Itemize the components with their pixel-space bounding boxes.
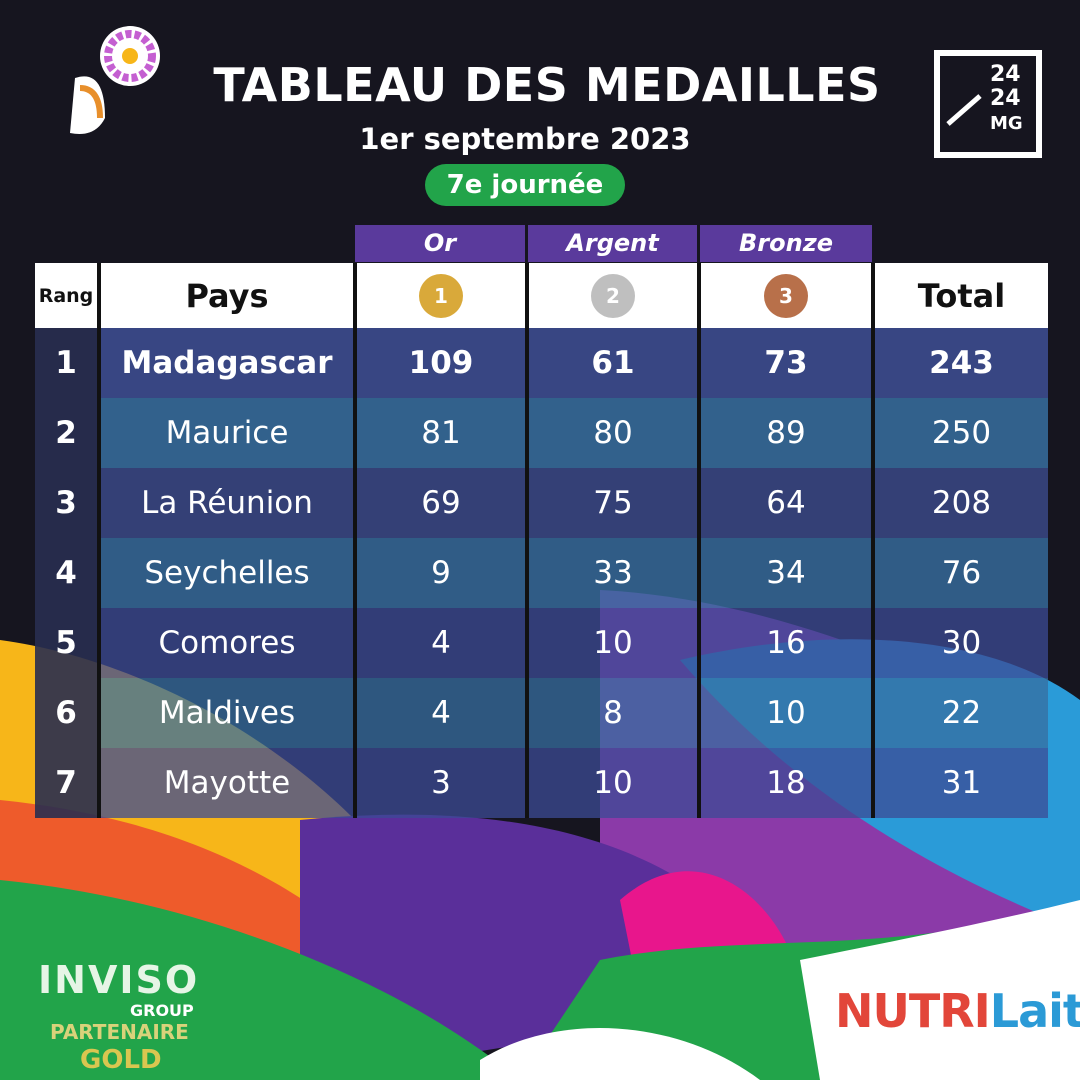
- gold-cell: 9: [353, 538, 529, 608]
- gold-cell: 109: [353, 328, 529, 398]
- country-cell: Mayotte: [97, 748, 357, 818]
- logo-text: 24: [990, 86, 1021, 111]
- partner-label: PARTENAIRE: [50, 1020, 189, 1044]
- inviso-logo: INVISO: [38, 958, 200, 1002]
- bronze-cell: 16: [697, 608, 875, 678]
- gold-medal-icon: 1: [419, 274, 463, 318]
- gold-cell: 81: [353, 398, 529, 468]
- gold-label: GOLD: [80, 1045, 162, 1075]
- gold-cell: 69: [353, 468, 529, 538]
- table-row: 3 La Réunion 69 75 64 208: [35, 468, 1048, 538]
- country-cell: Maldives: [97, 678, 357, 748]
- rank-cell: 7: [35, 748, 101, 818]
- bronze-cell: 10: [697, 678, 875, 748]
- medal-table: Rang Pays 1 2 3 Total 1 Madagascar 109 61 73…: [35, 263, 1048, 818]
- rank-cell: 4: [35, 538, 101, 608]
- table-row: 1 Madagascar 109 61 73 243: [35, 328, 1048, 398]
- nutri-text: NUTRI: [835, 984, 991, 1038]
- date: 1er septembre 2023: [359, 122, 691, 156]
- header-country: Pays: [97, 263, 357, 328]
- total-cell: 22: [871, 678, 1048, 748]
- nutrilait-logo: NUTRILait: [835, 985, 1080, 1037]
- rank-cell: 2: [35, 398, 101, 468]
- table-row: 7 Mayotte 3 10 18 31: [35, 748, 1048, 818]
- total-cell: 243: [871, 328, 1048, 398]
- total-cell: 76: [871, 538, 1048, 608]
- logo-text: 24: [990, 62, 1021, 87]
- gold-cell: 3: [353, 748, 529, 818]
- bronze-cell: 34: [697, 538, 875, 608]
- games-logo: [55, 18, 165, 158]
- silver-cell: 80: [525, 398, 701, 468]
- silver-cell: 61: [525, 328, 701, 398]
- total-cell: 208: [871, 468, 1048, 538]
- table-row: 6 Maldives 4 8 10 22: [35, 678, 1048, 748]
- gold-cell: 4: [353, 678, 529, 748]
- rank-cell: 6: [35, 678, 101, 748]
- rank-cell: 1: [35, 328, 101, 398]
- total-cell: 31: [871, 748, 1048, 818]
- total-cell: 250: [871, 398, 1048, 468]
- rank-cell: 3: [35, 468, 101, 538]
- day-badge: 7e journée: [425, 164, 625, 206]
- tab-bronze: Bronze: [700, 225, 872, 262]
- inviso-group: GROUP: [130, 1001, 194, 1020]
- country-cell: La Réunion: [97, 468, 357, 538]
- country-cell: Seychelles: [97, 538, 357, 608]
- rank-cell: 5: [35, 608, 101, 678]
- gold-cell: 4: [353, 608, 529, 678]
- header-rank: Rang: [35, 263, 101, 328]
- country-cell: Comores: [97, 608, 357, 678]
- bronze-medal-icon: 3: [764, 274, 808, 318]
- page-title: TABLEAU DES MEDAILLES: [213, 58, 881, 112]
- silver-cell: 10: [525, 748, 701, 818]
- header-silver: 2: [525, 263, 701, 328]
- silver-cell: 75: [525, 468, 701, 538]
- header-total: Total: [871, 263, 1048, 328]
- bronze-cell: 64: [697, 468, 875, 538]
- total-cell: 30: [871, 608, 1048, 678]
- tab-or: Or: [355, 225, 525, 262]
- header-gold: 1: [353, 263, 529, 328]
- silver-cell: 8: [525, 678, 701, 748]
- table-row: 5 Comores 4 10 16 30: [35, 608, 1048, 678]
- silver-medal-icon: 2: [591, 274, 635, 318]
- country-cell: Madagascar: [97, 328, 357, 398]
- bronze-cell: 18: [697, 748, 875, 818]
- bronze-cell: 89: [697, 398, 875, 468]
- bronze-cell: 73: [697, 328, 875, 398]
- header-bronze: 3: [697, 263, 875, 328]
- lait-text: Lait: [989, 984, 1080, 1038]
- logo-text: MG: [990, 113, 1023, 134]
- table-row: 4 Seychelles 9 33 34 76: [35, 538, 1048, 608]
- country-cell: Maurice: [97, 398, 357, 468]
- tab-argent: Argent: [528, 225, 697, 262]
- silver-cell: 10: [525, 608, 701, 678]
- media-logo-24-24-mg: 24 24 MG: [934, 50, 1042, 158]
- table-row: 2 Maurice 81 80 89 250: [35, 398, 1048, 468]
- silver-cell: 33: [525, 538, 701, 608]
